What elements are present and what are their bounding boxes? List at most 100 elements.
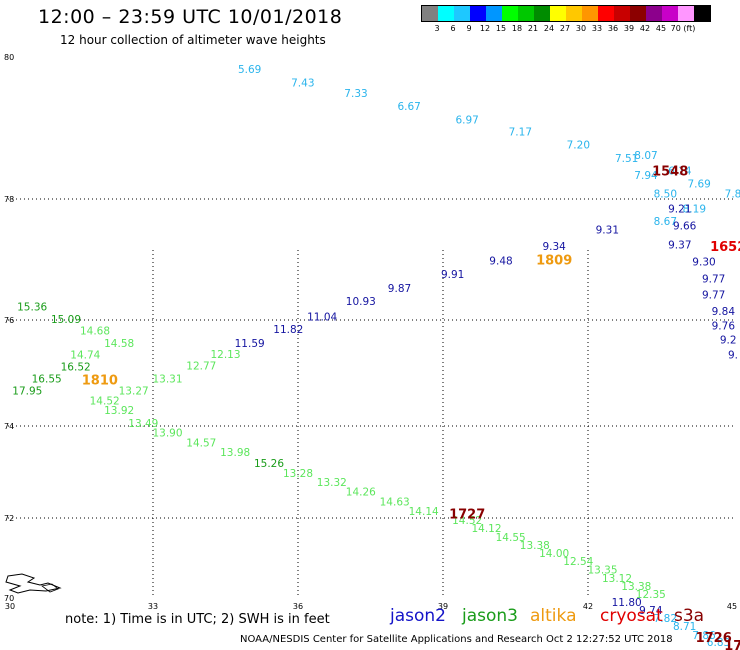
wave-height-reading: 9.30 <box>692 256 715 268</box>
wave-height-reading: 13.35 <box>587 565 617 577</box>
wave-height-reading: 14.52 <box>90 396 120 408</box>
legend-swatch <box>694 6 710 21</box>
latitude-label: 78 <box>4 195 14 204</box>
legend-swatch <box>630 6 646 21</box>
wave-height-reading: 14.74 <box>70 349 100 361</box>
legend-tick-label: 3 <box>434 24 440 33</box>
longitude-label: 33 <box>148 602 158 611</box>
legend-ticks: 3 6 9 12 15 18 21 24 27 30 33 36 39 42 45 70 (ft) <box>421 22 711 36</box>
wave-height-reading: 13.12 <box>602 573 632 585</box>
satellite-legend-jason2: jason2 <box>390 606 446 626</box>
legend-swatch <box>534 6 550 21</box>
wave-readings: 5.69 7.43 7.33 6.67 6.97 7.17 7.20 7.518.07 6.14… <box>12 64 740 649</box>
wave-height-reading: 7.82 <box>654 613 677 625</box>
wave-height-reading: 15.09 <box>51 314 81 326</box>
pass-time-label: 1726 <box>696 631 732 646</box>
legend-swatch <box>470 6 486 21</box>
wave-height-reading: 7.8 <box>725 188 740 200</box>
latitude-label: 80 <box>4 53 14 62</box>
wave-height-reading: 11.59 <box>235 338 265 350</box>
wave-height-reading: 9.77 <box>702 290 725 302</box>
wave-height-reading: 13.38 <box>520 540 550 552</box>
wave-height-reading: 14.26 <box>346 486 376 498</box>
wave-height-reading: 7.20 <box>567 139 590 151</box>
pass-time-label: 1652 <box>710 240 740 255</box>
wave-height-reading: 15.26 <box>254 458 284 470</box>
wave-height-reading: 9. <box>728 349 738 361</box>
legend-tick-label: 36 <box>607 24 619 33</box>
latitude-label: 76 <box>4 316 14 325</box>
legend-tick-label: 42 <box>639 24 651 33</box>
legend-swatch <box>582 6 598 21</box>
pass-time-label: 1548 <box>652 165 688 180</box>
wave-height-reading: 9.87 <box>388 283 411 295</box>
legend-swatch <box>646 6 662 21</box>
wave-height-reading: 13.27 <box>119 385 149 397</box>
wave-height-reading: 7.17 <box>509 127 532 139</box>
color-scale-legend: 3 6 9 12 15 18 21 24 27 30 33 36 39 42 45 70 (ft) <box>421 5 711 36</box>
pass-time-label: 172 <box>724 639 740 650</box>
wave-height-reading: 8.07 <box>634 150 657 162</box>
legend-swatch <box>502 6 518 21</box>
latitude-label: 72 <box>4 514 14 523</box>
legend-swatch <box>598 6 614 21</box>
wave-height-reading: 11.80 <box>612 597 642 609</box>
wave-height-reading: 13.90 <box>152 427 182 439</box>
wave-height-reading: 14.52 <box>452 515 482 527</box>
legend-swatch <box>550 6 566 21</box>
chart-title: 12:00 – 23:59 UTC 10/01/2018 <box>38 6 343 28</box>
chart-subtitle: 12 hour collection of altimeter wave hei… <box>60 33 326 47</box>
legend-tick-label: 9 <box>466 24 472 33</box>
pass-time-label: 1810 <box>82 373 118 388</box>
wave-height-reading: 9.66 <box>673 221 697 233</box>
wave-height-reading: 14.14 <box>409 506 439 518</box>
coastline-outline <box>5 573 62 594</box>
legend-tick-label: 18 <box>511 24 523 33</box>
wave-height-reading: 14.68 <box>80 326 110 338</box>
wave-height-reading: 14.55 <box>496 532 526 544</box>
wave-height-reading: 12.77 <box>186 361 216 373</box>
legend-swatch <box>438 6 454 21</box>
wave-height-reading: 7.69 <box>687 178 710 190</box>
satellite-legend-cryosat: cryosat <box>600 606 663 626</box>
wave-height-reading: 11.04 <box>307 311 337 323</box>
legend-swatch <box>422 6 438 21</box>
legend-swatch <box>662 6 678 21</box>
legend-swatch <box>518 6 534 21</box>
wave-height-reading: 14.57 <box>186 438 216 450</box>
wave-height-reading: 12.35 <box>636 589 666 601</box>
wave-height-reading: 16.55 <box>32 373 62 385</box>
wave-height-reading: 13.32 <box>317 477 347 489</box>
map-grid <box>8 198 733 598</box>
wave-height-reading: 8.19 <box>683 204 706 216</box>
wave-height-reading: 6.14 <box>668 166 692 178</box>
wave-height-reading: 6.67 <box>397 101 420 113</box>
credit-line: NOAA/NESDIS Center for Satellite Applica… <box>240 634 673 645</box>
pass-times: 1548 1652 1809 1810 1727 1726172 <box>82 165 740 650</box>
latitude-label: 74 <box>4 422 14 431</box>
wave-height-reading: 9.2 <box>720 335 737 347</box>
satellite-legend-altika: altika <box>530 606 577 626</box>
wave-height-reading: 9.48 <box>489 256 512 268</box>
legend-tick-label: 33 <box>591 24 603 33</box>
legend-tick-label: 24 <box>543 24 555 33</box>
coastline <box>5 573 62 594</box>
wave-height-reading: 8.71 <box>673 621 696 633</box>
wave-height-reading: 9.77 <box>702 273 725 285</box>
legend-tick-label: 70 (ft) <box>670 24 696 33</box>
wave-height-reading: 14.00 <box>539 548 569 560</box>
wave-height-reading: 9.21 <box>668 204 691 216</box>
wave-height-reading: 12.54 <box>563 556 593 568</box>
wave-height-reading: 17.95 <box>12 385 42 397</box>
wave-height-reading: 6.83 <box>707 637 730 649</box>
wave-height-reading: 14.63 <box>380 496 410 508</box>
pass-time-label: 1809 <box>536 254 572 269</box>
wave-height-reading: 7.51 <box>615 153 638 165</box>
wave-height-reading: 8.50 <box>654 188 677 200</box>
longitude-label: 39 <box>438 602 448 611</box>
legend-tick-label: 21 <box>527 24 539 33</box>
wave-height-reading: 9.91 <box>441 269 464 281</box>
pass-time-label: 1727 <box>449 507 485 522</box>
wave-height-reading: 13.31 <box>152 373 182 385</box>
wave-height-reading: 16.52 <box>61 362 91 374</box>
